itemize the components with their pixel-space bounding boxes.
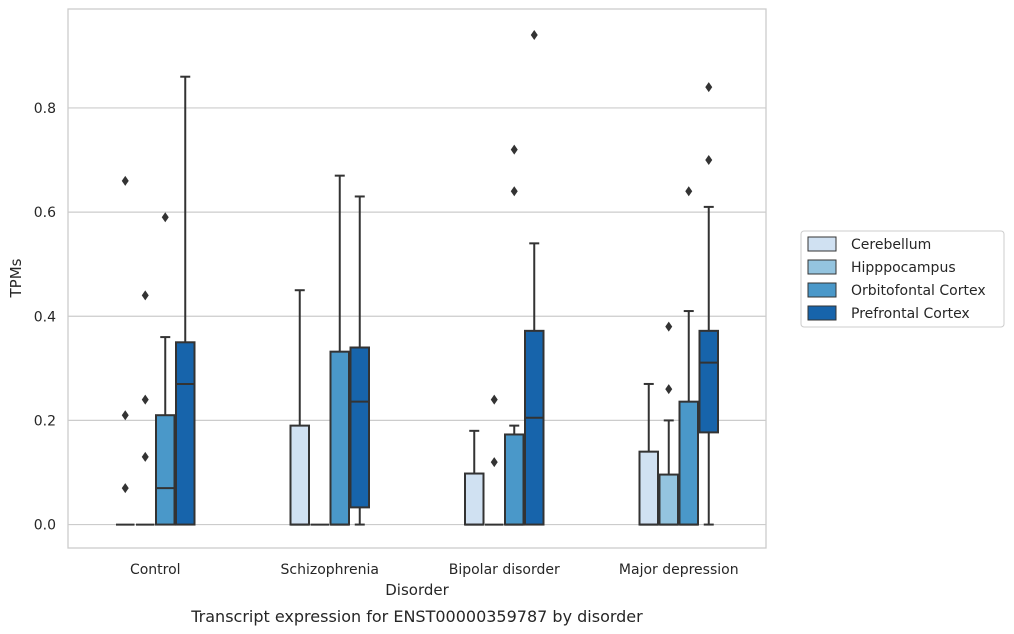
box-prefrontal-cortex [175,75,196,526]
box-cerebellum [289,289,310,526]
y-axis-label: TPMs [7,258,25,298]
y-tick-label: 0.0 [34,518,56,534]
plot-area-frame [67,8,767,549]
box-cerebellum [464,429,485,526]
outlier-point [141,290,149,301]
x-axis-label: Disorder [385,581,449,599]
outlier-point [161,212,169,223]
box-cerebellum [116,175,135,526]
box-iqr [524,329,545,526]
x-axis-ticks: Control Schizophrenia Bipolar disorder Majo… [130,562,739,578]
legend-label: Hipppocampus [851,260,956,276]
legend-swatch [807,236,837,252]
box-iqr [638,450,659,526]
legend-frame [800,230,1005,328]
box-cerebellum [638,382,659,526]
x-tick-label-major-depression: Major depression [619,562,739,578]
x-tick-label-schizophrenia: Schizophrenia [281,562,379,578]
legend-items: Cerebellum Hipppocampus Orbitofontal Corte… [807,236,986,322]
outlier-point [121,483,129,494]
legend-label: Cerebellum [851,237,931,253]
box-prefrontal-cortex [698,82,719,526]
x-tick-label-control: Control [130,562,181,578]
outlier-point [705,155,713,166]
y-tick-label: 0.2 [34,413,56,429]
box-iqr [464,472,485,526]
outlier-point [141,394,149,405]
box-prefrontal-cortex [349,195,370,526]
legend: Cerebellum Hipppocampus Orbitofontal Corte… [800,230,1005,328]
y-tick-label: 0.8 [34,101,56,117]
box-iqr [504,433,525,526]
legend-label: Orbitofontal Cortex [851,283,986,299]
box-orbitofontal-cortex [155,212,176,526]
box-hipppocampus [485,394,504,526]
box-group-major-depression [638,82,719,526]
outlier-point [121,175,129,186]
outlier-point [665,321,673,332]
y-tick-label: 0.6 [34,205,56,221]
box-iqr [698,329,719,434]
x-tick-label-bipolar-disorder: Bipolar disorder [449,562,560,578]
outlier-point [121,410,129,421]
box-iqr [678,400,699,526]
legend-item-prefrontal-cortex: Prefrontal Cortex [807,305,970,322]
box-iqr [155,414,176,526]
legend-label: Prefrontal Cortex [851,306,970,322]
box-groups [116,30,719,526]
legend-swatch [807,305,837,321]
outlier-point [141,451,149,462]
box-group-bipolar-disorder [464,30,545,526]
box-iqr [289,424,310,526]
box-orbitofontal-cortex [504,144,525,526]
box-iqr [349,346,370,509]
outlier-point [490,457,498,468]
legend-item-hipppocampus: Hipppocampus [807,259,956,276]
legend-item-orbitofontal-cortex: Orbitofontal Cortex [807,282,986,299]
box-iqr [329,350,350,526]
box-hipppocampus [658,321,679,526]
outlier-point [665,384,673,395]
box-iqr [658,473,679,526]
box-iqr [175,341,196,526]
box-orbitofontal-cortex [329,174,350,526]
outlier-point [510,186,518,197]
legend-item-cerebellum: Cerebellum [807,236,931,253]
outlier-point [530,30,538,41]
box-orbitofontal-cortex [678,186,699,526]
chart-caption: Transcript expression for ENST0000035978… [190,607,643,626]
box-hipppocampus [136,290,155,526]
outlier-point [685,186,693,197]
outlier-point [705,82,713,93]
box-prefrontal-cortex [524,30,545,526]
legend-swatch [807,282,837,298]
outlier-point [490,394,498,405]
y-tick-label: 0.4 [34,309,56,325]
y-axis-ticks: 0.0 0.2 0.4 0.6 0.8 [34,101,56,534]
box-group-control [116,75,196,526]
legend-swatch [807,259,837,275]
box-group-schizophrenia [289,174,370,526]
outlier-point [510,144,518,155]
